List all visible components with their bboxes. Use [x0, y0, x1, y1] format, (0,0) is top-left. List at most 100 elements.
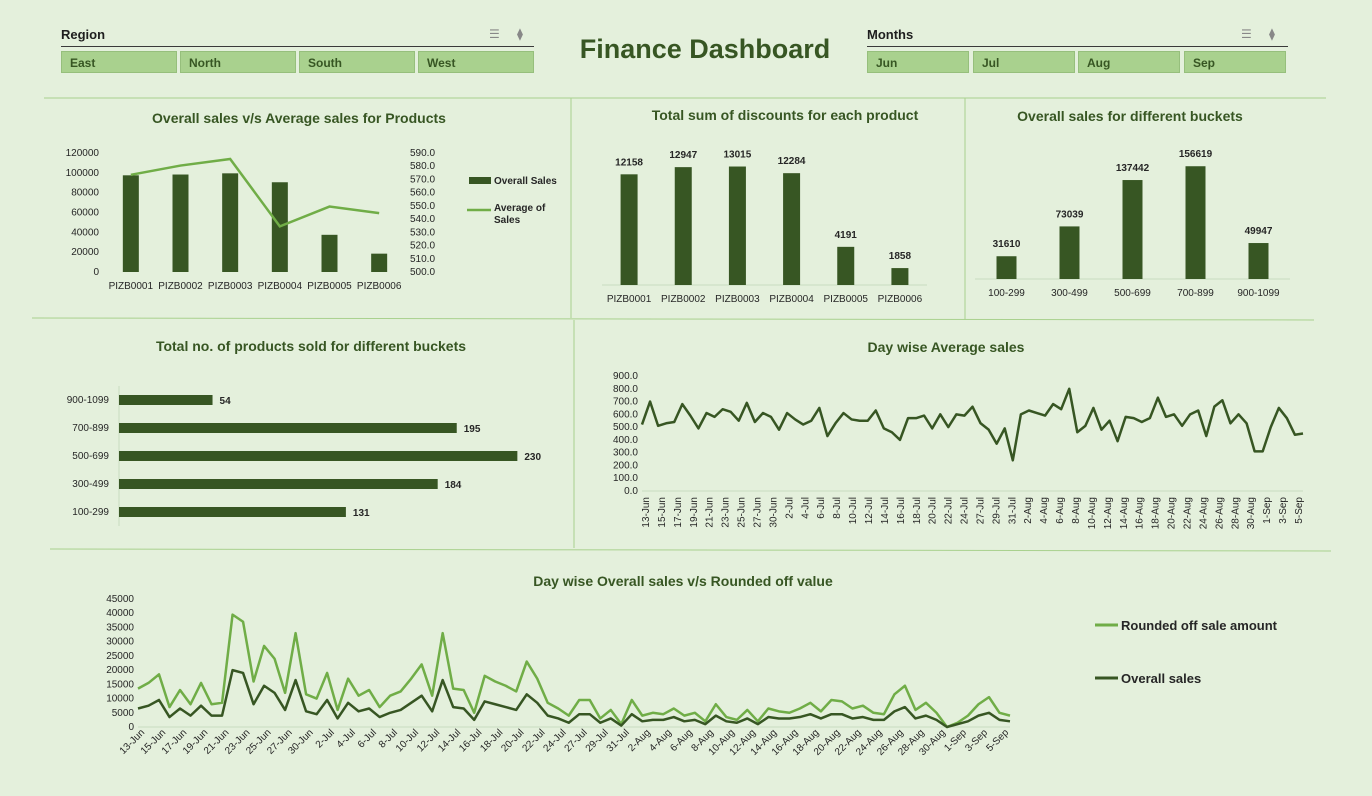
y-tick-label: 15000	[106, 679, 134, 690]
bar	[321, 234, 338, 272]
month-button-jul[interactable]: Jul	[973, 51, 1075, 73]
x-tick-label: 300-499	[1051, 288, 1088, 299]
y2-tick-label: 540.0	[410, 214, 435, 225]
x-tick-label: 24-Jul	[960, 497, 971, 524]
x-tick-label: 6-Aug	[668, 727, 695, 754]
region-button-south[interactable]: South	[299, 51, 415, 73]
y2-tick-label: 570.0	[410, 174, 435, 185]
bar	[1122, 180, 1143, 279]
clear-filter-icon[interactable]: ⧫	[517, 27, 523, 41]
x-tick-label: 15-Jun	[657, 497, 668, 528]
x-tick-label: 2-Aug	[626, 727, 653, 754]
series-line-average-sales	[640, 387, 1304, 462]
x-tick-label: 10-Aug	[1087, 497, 1098, 529]
x-tick-label: 30-Jun	[768, 497, 779, 528]
y-tick-label: 80000	[71, 188, 99, 199]
legend-label-average-of-sales-cont: Sales	[494, 215, 521, 226]
x-tick-label: 18-Jul	[478, 727, 505, 754]
y2-tick-label: 510.0	[410, 254, 435, 265]
y-tick-label: 400.0	[613, 435, 638, 446]
x-tick-label: PIZB0002	[158, 281, 203, 292]
y-tick-label: 0.0	[624, 486, 638, 497]
dashboard-title: Finance Dashboard	[579, 34, 831, 64]
month-button-sep[interactable]: Sep	[1184, 51, 1286, 73]
data-label: 195	[464, 424, 481, 435]
y-tick-label: 300-499	[72, 479, 109, 490]
bar	[1059, 226, 1080, 279]
y-tick-label: 500.0	[613, 422, 638, 433]
data-label: 13015	[724, 150, 752, 161]
x-tick-label: 16-Jul	[896, 497, 907, 524]
y-tick-label: 60000	[71, 208, 99, 219]
y2-tick-label: 500.0	[410, 267, 435, 278]
bar	[728, 166, 746, 285]
y-tick-label: 0	[93, 267, 99, 278]
y-tick-label: 300.0	[613, 448, 638, 459]
x-tick-label: PIZB0005	[307, 281, 352, 292]
x-tick-label: 27-Jul	[563, 727, 590, 754]
y-tick-label: 40000	[71, 227, 99, 238]
data-label: 49947	[1245, 226, 1273, 237]
legend-label-overall-sales: Overall Sales	[494, 176, 557, 187]
region-button-north[interactable]: North	[180, 51, 296, 73]
x-tick-label: 12-Aug	[1103, 497, 1114, 529]
x-tick-label: 12-Jul	[864, 497, 875, 524]
x-tick-label: 5-Sep	[984, 727, 1011, 754]
data-label: 73039	[1056, 209, 1084, 220]
bar	[119, 451, 518, 461]
y-tick-label: 900.0	[613, 371, 638, 382]
bar	[172, 174, 189, 272]
x-tick-label: 100-299	[988, 288, 1025, 299]
y-tick-label: 800.0	[613, 384, 638, 395]
bar	[674, 167, 692, 285]
x-tick-label: 16-Jul	[457, 727, 484, 754]
series-line-average-of-sales	[130, 157, 380, 228]
x-tick-label: PIZB0006	[357, 281, 402, 292]
chart-1-plot: 0 20000 40000 60000 80000 100000 120000 500.0 51…	[66, 148, 558, 292]
region-button-east[interactable]: East	[61, 51, 177, 73]
x-tick-label: 22-Jul	[944, 497, 955, 524]
x-tick-label: PIZB0003	[208, 281, 253, 292]
chart-4-plot: 900-1099 54 700-899 195 500-699 230 300-499 184…	[67, 386, 541, 526]
clear-filter-icon[interactable]: ⧫	[1269, 27, 1275, 41]
bar	[837, 246, 855, 285]
y2-tick-label: 520.0	[410, 241, 435, 252]
bar	[371, 253, 388, 272]
data-label: 4191	[835, 230, 858, 241]
y-tick-label: 10000	[106, 694, 134, 705]
multi-select-icon[interactable]: ☰	[1241, 27, 1252, 41]
x-tick-label: PIZB0002	[661, 294, 706, 305]
x-tick-label: 1-Sep	[1262, 497, 1273, 524]
data-label: 31610	[993, 239, 1021, 250]
multi-select-icon[interactable]: ☰	[489, 27, 500, 41]
region-button-west[interactable]: West	[418, 51, 534, 73]
y-tick-label: 35000	[106, 622, 134, 633]
data-label: 131	[353, 508, 370, 519]
chart-6-plot: 0 5000 10000 15000 20000 25000 30000 35000 40000…	[106, 594, 1277, 758]
y2-tick-label: 580.0	[410, 161, 435, 172]
data-label: 1858	[889, 251, 912, 262]
y2-tick-label: 560.0	[410, 188, 435, 199]
x-tick-label: 8-Jul	[832, 497, 843, 519]
x-tick-label: 20-Jul	[499, 727, 526, 754]
region-slicer-divider	[61, 46, 534, 47]
x-tick-label: 5-Sep	[1294, 497, 1305, 524]
x-tick-label: 2-Aug	[1023, 497, 1034, 524]
x-tick-label: 4-Aug	[647, 727, 674, 754]
x-tick-label: 19-Jun	[689, 497, 700, 528]
x-tick-label: 27-Jun	[752, 497, 763, 528]
y-tick-label: 30000	[106, 637, 134, 648]
x-tick-label: 22-Aug	[1183, 497, 1194, 529]
x-tick-label: 1-Sep	[942, 727, 969, 754]
month-button-aug[interactable]: Aug	[1078, 51, 1180, 73]
x-tick-label: 29-Jul	[991, 497, 1002, 524]
y-tick-label: 5000	[112, 708, 135, 719]
legend-label-overall-sales: Overall sales	[1121, 671, 1201, 686]
month-button-jun[interactable]: Jun	[867, 51, 969, 73]
x-tick-label: PIZB0004	[258, 281, 303, 292]
bar	[891, 268, 909, 285]
y2-tick-label: 550.0	[410, 201, 435, 212]
chart-5-title: Day wise Average sales	[868, 339, 1025, 355]
